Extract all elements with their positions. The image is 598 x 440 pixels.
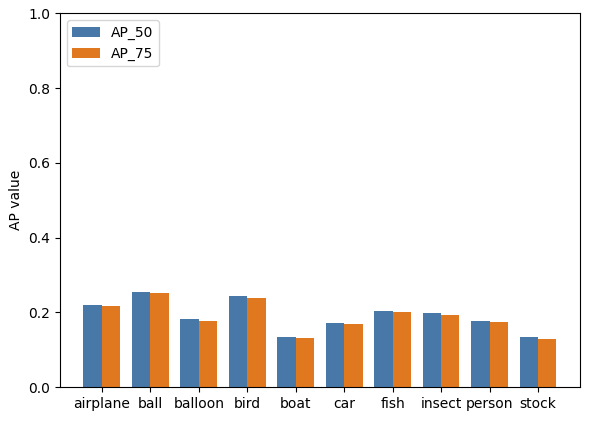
Bar (247, 298, 266, 387)
Bar (181, 319, 199, 387)
Bar (229, 296, 247, 387)
Bar (423, 313, 441, 387)
Bar (471, 321, 490, 387)
Bar (295, 338, 314, 387)
Y-axis label: AP value: AP value (8, 170, 23, 230)
Bar (393, 312, 411, 387)
Bar (84, 305, 102, 387)
Bar (441, 315, 459, 387)
Bar (150, 293, 169, 387)
Bar (538, 339, 556, 387)
Bar (520, 337, 538, 387)
Bar (374, 311, 393, 387)
Bar (102, 306, 120, 387)
Bar (199, 321, 217, 387)
Bar (132, 292, 150, 387)
Bar (344, 324, 362, 387)
Bar (326, 323, 344, 387)
Legend: AP_50, AP_75: AP_50, AP_75 (67, 20, 159, 66)
Bar (277, 337, 295, 387)
Bar (490, 322, 508, 387)
